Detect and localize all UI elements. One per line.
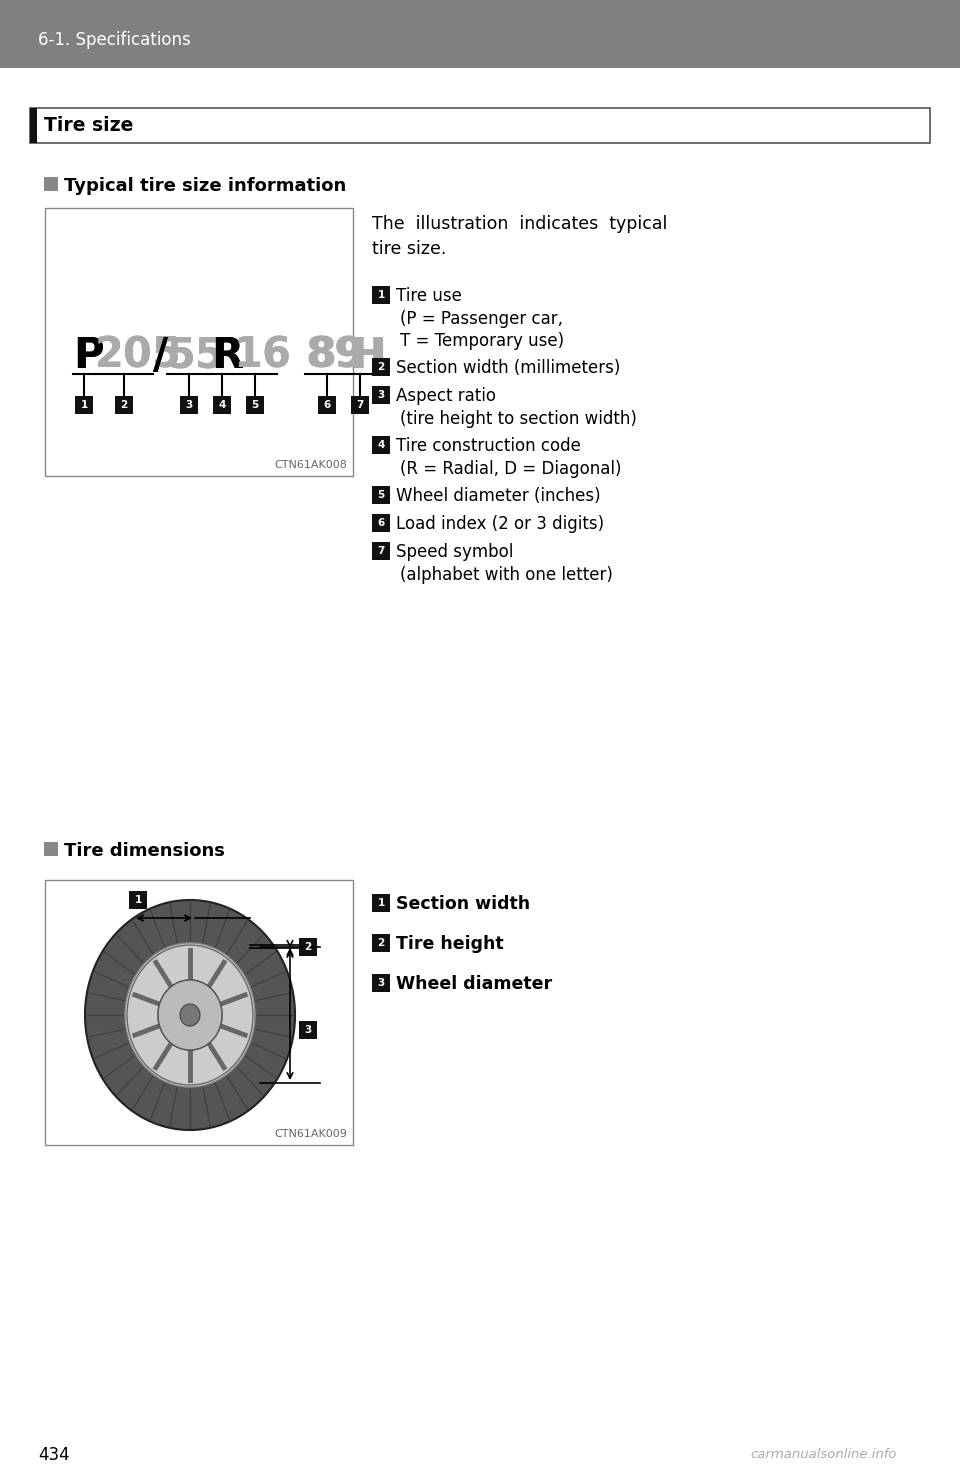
Text: 5: 5: [252, 401, 258, 410]
Text: Wheel diameter: Wheel diameter: [396, 975, 552, 993]
FancyBboxPatch shape: [372, 358, 390, 375]
Text: 5: 5: [377, 490, 385, 500]
Text: 1: 1: [81, 401, 87, 410]
Text: Aspect ratio: Aspect ratio: [396, 387, 496, 405]
Text: H: H: [351, 335, 386, 377]
Text: 55: 55: [167, 335, 225, 377]
FancyBboxPatch shape: [299, 1021, 317, 1039]
FancyBboxPatch shape: [372, 893, 390, 913]
Text: P: P: [73, 335, 104, 377]
Polygon shape: [158, 979, 222, 1051]
Text: (P = Passenger car,: (P = Passenger car,: [400, 310, 563, 328]
FancyBboxPatch shape: [372, 933, 390, 953]
Text: The  illustration  indicates  typical: The illustration indicates typical: [372, 215, 667, 233]
Text: 7: 7: [356, 401, 364, 410]
Text: Tire use: Tire use: [396, 286, 462, 306]
Text: Tire height: Tire height: [396, 935, 504, 953]
FancyBboxPatch shape: [372, 485, 390, 505]
Text: 16: 16: [233, 335, 291, 377]
Text: 7: 7: [377, 546, 385, 556]
Text: CTN61AK008: CTN61AK008: [275, 460, 347, 470]
FancyBboxPatch shape: [372, 974, 390, 991]
FancyBboxPatch shape: [351, 396, 369, 414]
Text: Tire construction code: Tire construction code: [396, 436, 581, 456]
Text: tire size.: tire size.: [372, 240, 446, 258]
FancyBboxPatch shape: [0, 0, 960, 68]
Text: 434: 434: [38, 1445, 70, 1465]
Text: Tire dimensions: Tire dimensions: [64, 841, 225, 861]
FancyBboxPatch shape: [246, 396, 264, 414]
FancyBboxPatch shape: [372, 386, 390, 404]
Polygon shape: [125, 942, 255, 1086]
Text: Load index (2 or 3 digits): Load index (2 or 3 digits): [396, 515, 604, 533]
FancyBboxPatch shape: [115, 396, 133, 414]
Polygon shape: [158, 979, 222, 1051]
Text: CTN61AK009: CTN61AK009: [275, 1129, 347, 1140]
Text: Section width: Section width: [396, 895, 530, 913]
Text: 89: 89: [307, 335, 365, 377]
Text: 2: 2: [377, 938, 385, 948]
Text: 3: 3: [304, 1025, 312, 1034]
Text: 1: 1: [134, 895, 142, 905]
Text: 1: 1: [377, 898, 385, 908]
Polygon shape: [180, 1005, 200, 1025]
FancyBboxPatch shape: [372, 542, 390, 559]
Text: Section width (millimeters): Section width (millimeters): [396, 359, 620, 377]
Text: 3: 3: [185, 401, 193, 410]
Text: 6: 6: [377, 518, 385, 528]
Polygon shape: [85, 899, 295, 1129]
Text: R: R: [211, 335, 243, 377]
FancyBboxPatch shape: [75, 396, 93, 414]
Text: (alphabet with one letter): (alphabet with one letter): [400, 565, 612, 585]
Text: 1: 1: [377, 289, 385, 300]
FancyBboxPatch shape: [372, 513, 390, 531]
Text: 2: 2: [377, 362, 385, 372]
Text: Speed symbol: Speed symbol: [396, 543, 514, 561]
FancyBboxPatch shape: [45, 880, 353, 1146]
FancyBboxPatch shape: [299, 938, 317, 956]
Text: 205: 205: [95, 335, 181, 377]
Text: 16: 16: [233, 335, 291, 377]
Text: Typical tire size information: Typical tire size information: [64, 177, 347, 194]
FancyBboxPatch shape: [213, 396, 231, 414]
Text: 3: 3: [377, 390, 385, 401]
Polygon shape: [127, 945, 253, 1085]
Text: /: /: [153, 335, 168, 377]
Text: Tire size: Tire size: [44, 116, 133, 135]
Text: P: P: [73, 335, 104, 377]
Text: 2: 2: [120, 401, 128, 410]
Text: carmanualsonline.info: carmanualsonline.info: [750, 1448, 897, 1462]
Text: Wheel diameter (inches): Wheel diameter (inches): [396, 487, 601, 505]
Text: T = Temporary use): T = Temporary use): [400, 332, 564, 350]
FancyBboxPatch shape: [45, 208, 353, 476]
FancyBboxPatch shape: [30, 108, 37, 142]
FancyBboxPatch shape: [129, 890, 147, 910]
FancyBboxPatch shape: [180, 396, 198, 414]
FancyBboxPatch shape: [44, 841, 58, 856]
Text: 89: 89: [305, 335, 363, 377]
FancyBboxPatch shape: [30, 108, 930, 142]
Text: (tire height to section width): (tire height to section width): [400, 410, 636, 427]
Text: R: R: [211, 335, 243, 377]
Text: /: /: [153, 335, 168, 377]
Text: 55: 55: [167, 335, 225, 377]
Text: 4: 4: [218, 401, 226, 410]
FancyBboxPatch shape: [372, 436, 390, 454]
FancyBboxPatch shape: [372, 286, 390, 304]
Text: 3: 3: [377, 978, 385, 988]
Text: 205: 205: [95, 335, 181, 377]
FancyBboxPatch shape: [318, 396, 336, 414]
FancyBboxPatch shape: [44, 177, 58, 191]
Text: H: H: [349, 335, 384, 377]
Text: 4: 4: [377, 439, 385, 450]
Text: 2: 2: [304, 941, 312, 951]
Text: 6-1. Specifications: 6-1. Specifications: [38, 31, 191, 49]
Text: (R = Radial, D = Diagonal): (R = Radial, D = Diagonal): [400, 460, 621, 478]
Text: 6: 6: [324, 401, 330, 410]
